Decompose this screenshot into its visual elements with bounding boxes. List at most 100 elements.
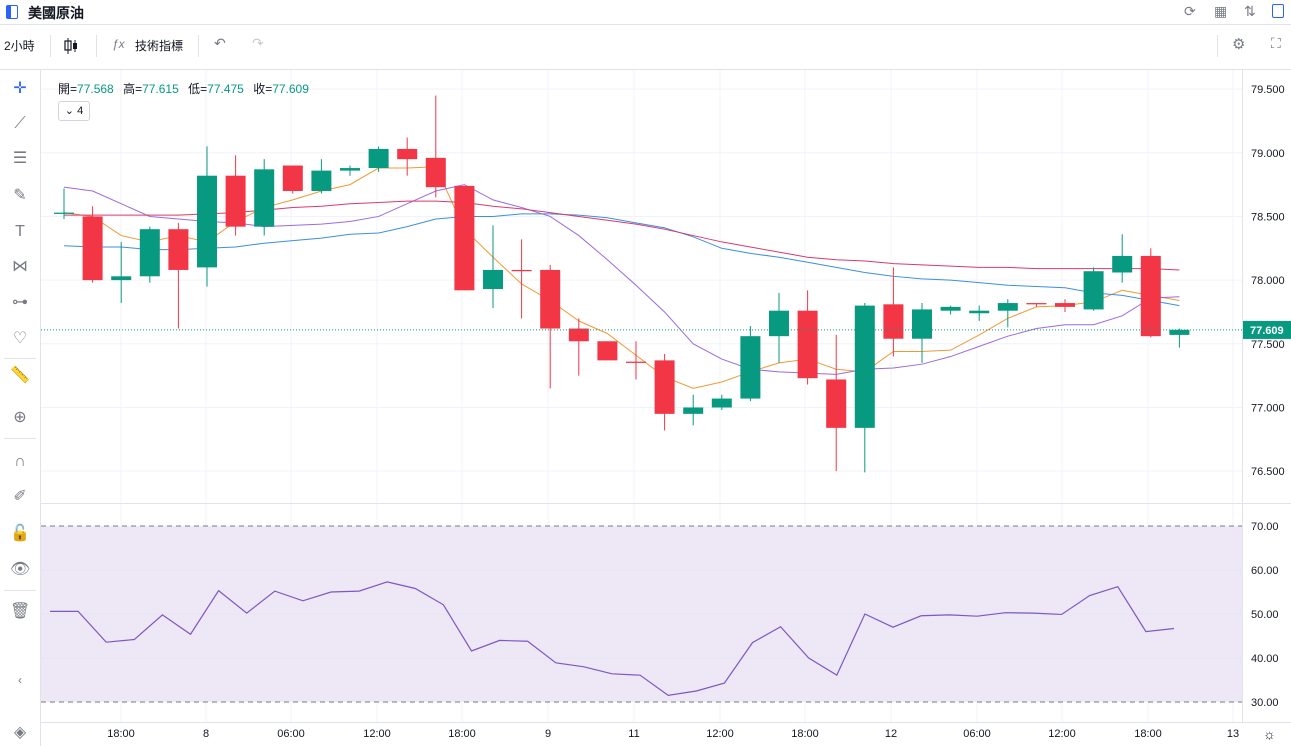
ruler-icon[interactable]: 📏 bbox=[10, 367, 30, 384]
price-tick-label: 79.500 bbox=[1251, 84, 1285, 96]
close-label: 收= bbox=[253, 82, 273, 96]
candle-body bbox=[683, 407, 704, 414]
rsi-tick-label: 40.00 bbox=[1251, 653, 1279, 665]
price-tick-label: 77.500 bbox=[1251, 339, 1285, 351]
time-tick-label: 12 bbox=[885, 728, 897, 740]
layout-grid-icon[interactable]: ▦ bbox=[1214, 3, 1228, 19]
trash-icon[interactable]: 🗑 bbox=[10, 603, 31, 620]
candles bbox=[54, 95, 1190, 473]
candle-body bbox=[1026, 303, 1047, 305]
candle-body bbox=[340, 168, 360, 171]
candle-body bbox=[139, 229, 160, 277]
panel-toggle-icon[interactable] bbox=[1272, 4, 1284, 18]
candle-body bbox=[1169, 329, 1190, 335]
chevron-down-icon: ⌄ bbox=[64, 105, 75, 117]
axis-settings-icon: ☼ bbox=[1263, 726, 1276, 742]
candle-body bbox=[797, 310, 818, 379]
candle-body bbox=[769, 310, 789, 337]
visibility-eye-icon[interactable]: 👁 bbox=[10, 561, 31, 578]
ohlc-legend: 開=77.568 高=77.615 低=77.475 收=77.609 bbox=[58, 80, 315, 97]
last-price-label: 77.609 bbox=[1250, 325, 1284, 337]
candle-body bbox=[1140, 255, 1161, 337]
candle-body bbox=[826, 379, 847, 428]
toolbar-divider bbox=[96, 35, 97, 57]
moving-averages bbox=[63, 166, 1180, 389]
toolbar-divider bbox=[50, 35, 51, 57]
heart-icon[interactable]: ♡ bbox=[12, 330, 28, 347]
candles-style-icon[interactable] bbox=[63, 37, 79, 55]
pattern-icon[interactable]: ⋈ bbox=[12, 258, 28, 275]
zoom-in-icon[interactable]: ⊕ bbox=[13, 409, 27, 426]
candle-body bbox=[597, 341, 618, 361]
crosshair-icon[interactable]: ✛ bbox=[13, 80, 27, 97]
fx-icon[interactable]: ƒx bbox=[112, 37, 125, 51]
trend-line-icon[interactable]: ⟋ bbox=[14, 115, 26, 132]
horizontal-lines-icon[interactable]: ☰ bbox=[12, 150, 28, 167]
toolbar-divider bbox=[198, 35, 199, 57]
last-price-badge bbox=[1243, 320, 1291, 339]
candle-body bbox=[1083, 271, 1104, 310]
interval-selector[interactable]: 2小時 bbox=[4, 39, 35, 53]
time-tick-label: 18:00 bbox=[448, 728, 476, 740]
time-tick-label: 12:00 bbox=[1048, 728, 1076, 740]
fullscreen-icon[interactable]: ⛶ bbox=[1271, 35, 1281, 51]
candle-body bbox=[540, 269, 561, 329]
candle-body bbox=[940, 306, 961, 311]
unlock-icon[interactable]: 🔓 bbox=[10, 525, 30, 542]
price-tick-label: 77.000 bbox=[1251, 402, 1285, 414]
tool-divider bbox=[4, 438, 36, 439]
undo-icon[interactable]: ↶ bbox=[214, 35, 226, 51]
candle-body bbox=[425, 157, 446, 188]
time-tick-label: 13 bbox=[1227, 728, 1239, 740]
text-tool-icon[interactable]: T bbox=[15, 223, 25, 240]
candle-body bbox=[111, 276, 132, 281]
magnet-icon[interactable]: ∩ bbox=[14, 453, 26, 470]
price-tick-label: 78.500 bbox=[1251, 211, 1285, 223]
rsi-tick-label: 70.00 bbox=[1251, 521, 1279, 533]
compare-arrows-icon[interactable]: ⇅ bbox=[1244, 3, 1256, 19]
candle-body bbox=[168, 229, 189, 270]
candle-body bbox=[626, 361, 646, 363]
open-label: 開= bbox=[58, 82, 78, 96]
indicator-count: 4 bbox=[77, 105, 84, 117]
rsi-line bbox=[50, 581, 1175, 697]
candle-body bbox=[483, 269, 503, 290]
candle-body bbox=[511, 269, 532, 272]
candle-body bbox=[854, 305, 875, 428]
settings-gear-icon[interactable]: ⚙ bbox=[1232, 36, 1246, 53]
candle-body bbox=[740, 336, 761, 399]
indicators-button[interactable]: 技術指標 bbox=[135, 39, 184, 53]
forecast-icon[interactable]: ⊶ bbox=[12, 294, 28, 311]
moving-average-line bbox=[63, 184, 1180, 375]
lock-drawing-icon[interactable]: ✐ bbox=[13, 488, 27, 505]
high-value: 77.615 bbox=[142, 82, 179, 96]
time-tick-label: 12:00 bbox=[706, 728, 734, 740]
chart-window-icon bbox=[6, 5, 18, 19]
rsi-tick-label: 50.00 bbox=[1251, 609, 1279, 621]
low-label: 低= bbox=[188, 82, 208, 96]
time-tick-label: 06:00 bbox=[963, 728, 991, 740]
candle-body bbox=[1055, 303, 1075, 307]
brush-icon[interactable]: ✎ bbox=[13, 187, 27, 204]
drawing-toolbar: ✛ ⟋ ☰ ✎ T ⋈ ⊶ ♡ 📏 ⊕ ∩ ✐ 🔓 👁 🗑 ‹ ◈ bbox=[0, 70, 41, 746]
candle-body bbox=[282, 165, 303, 191]
toolbar-divider bbox=[1217, 35, 1218, 57]
candle-body bbox=[254, 169, 275, 227]
candle-body bbox=[197, 175, 217, 268]
time-tick-label: 18:00 bbox=[107, 728, 135, 740]
collapse-sidebar-icon[interactable]: ‹ bbox=[18, 673, 22, 687]
redo-icon[interactable]: ↷ bbox=[252, 35, 264, 51]
candle-body bbox=[368, 148, 389, 169]
rsi-tick-label: 30.00 bbox=[1251, 697, 1279, 709]
candle-body bbox=[997, 303, 1018, 311]
layers-icon[interactable]: ◈ bbox=[13, 724, 27, 741]
candle-body bbox=[711, 398, 732, 408]
moving-average-line bbox=[63, 213, 1180, 307]
time-tick-label: 9 bbox=[545, 728, 551, 740]
refresh-icon[interactable]: ⟳ bbox=[1184, 3, 1196, 19]
time-tick-label: 12:00 bbox=[363, 728, 391, 740]
moving-average-line bbox=[64, 200, 1180, 271]
indicator-collapse-button[interactable]: ⌄ 4 bbox=[58, 101, 90, 121]
time-tick-label: 06:00 bbox=[277, 728, 305, 740]
